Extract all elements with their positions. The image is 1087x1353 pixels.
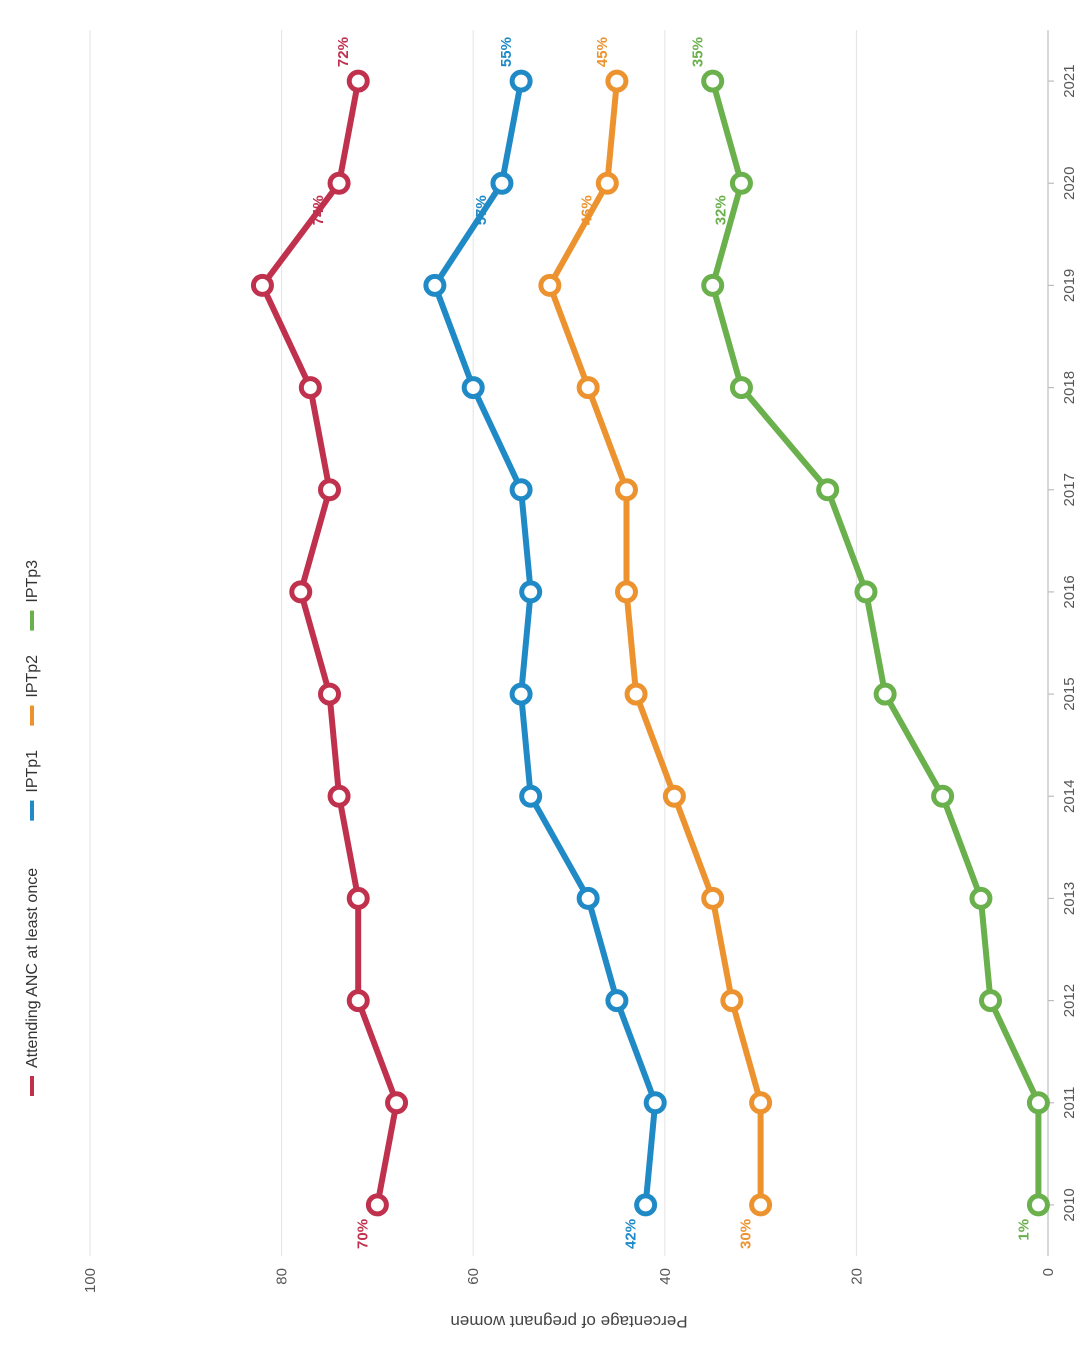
legend-label: IPTp3: [24, 560, 41, 603]
series-line-2: [546, 78, 764, 1208]
series-0-point: [365, 1193, 389, 1217]
series-2-point: [614, 580, 638, 604]
series-3-point: [729, 171, 753, 195]
series-3-point: [701, 273, 725, 297]
series-3-point: [729, 376, 753, 400]
series-3-point: [701, 69, 725, 93]
data-label: 45%: [594, 37, 611, 67]
x-tick-label: 2016: [1061, 575, 1078, 608]
series-0-point: [346, 886, 370, 910]
series-1-point: [490, 171, 514, 195]
series-1-point: [519, 784, 543, 808]
x-tick-label: 2011: [1061, 1087, 1078, 1119]
x-tick-label: 2018: [1061, 371, 1078, 404]
series-1-point: [509, 478, 533, 502]
series-1-point: [423, 273, 447, 297]
series-0-point: [318, 478, 341, 502]
series-layer: [250, 69, 1050, 1217]
series-3-point: [969, 886, 993, 910]
legend-label: Attending ANC at least once: [24, 868, 41, 1068]
data-label: 57%: [473, 195, 490, 225]
series-3-point: [873, 682, 897, 706]
series-2-point: [662, 784, 686, 808]
y-tick-label: 80: [274, 1268, 291, 1285]
series-2-point: [614, 478, 638, 502]
legend: Attending ANC at least once IPTp1 IPTp2 IPT…: [24, 560, 41, 1096]
series-3-point: [816, 478, 840, 502]
series-3-point: [979, 989, 1003, 1013]
gridlines: [89, 30, 857, 1256]
y-tick-label: 60: [465, 1268, 482, 1285]
series-0-point: [298, 376, 322, 400]
data-label: 42%: [623, 1219, 640, 1249]
series-2-point: [576, 376, 600, 400]
series-0-point: [385, 1091, 409, 1115]
series-1-point: [461, 376, 485, 400]
axes: 0 20 40 60 80 100 2010 2011 2012 2013 2014 2015 2016…: [82, 30, 1078, 1293]
series-2-point: [749, 1091, 773, 1115]
data-label: 55%: [498, 37, 515, 67]
series-line-0: [259, 78, 400, 1208]
series-1-point: [634, 1193, 658, 1217]
series-0-point: [318, 682, 341, 706]
series-3-point: [1026, 1091, 1050, 1115]
series-0-point: [289, 580, 313, 604]
x-tick-label: 2020: [1061, 167, 1078, 200]
series-1-point: [605, 989, 629, 1013]
x-tick-label: 2021: [1061, 64, 1078, 97]
series-0-point: [346, 989, 370, 1013]
chart-rotated-group: 0 20 40 60 80 100 2010 2011 2012 2013 2014 2015 2016…: [24, 30, 1078, 1331]
series-1-point: [509, 682, 533, 706]
series-1-point: [643, 1091, 667, 1115]
series-0-point: [250, 273, 274, 297]
series-0-point: [327, 171, 351, 195]
x-tick-label: 2015: [1061, 677, 1078, 710]
x-tick-label: 2017: [1061, 473, 1078, 506]
series-1-point: [519, 580, 543, 604]
series-0-point: [327, 784, 351, 808]
series-2-point: [749, 1193, 773, 1217]
x-tick-label: 2012: [1061, 984, 1078, 1017]
data-label: 35%: [690, 37, 707, 67]
y-tick-label: 0: [1040, 1268, 1057, 1276]
y-tick-label: 100: [82, 1268, 99, 1293]
series-2-point: [538, 273, 562, 297]
series-1-point: [576, 886, 600, 910]
data-label: 70%: [354, 1219, 371, 1249]
x-tick-label: 2019: [1061, 269, 1078, 302]
legend-label: IPTp2: [24, 655, 41, 698]
data-label: 72%: [335, 37, 352, 67]
x-tick-label: 2014: [1061, 780, 1078, 813]
series-2-point: [605, 69, 629, 93]
series-line-1: [431, 78, 659, 1208]
legend-label: IPTp1: [24, 750, 41, 793]
series-3-point: [1026, 1193, 1050, 1217]
series-2-point: [595, 171, 619, 195]
series-line-3: [709, 78, 1042, 1208]
x-tick-label: 2013: [1061, 882, 1078, 915]
y-axis-title: Percentage of pregnant women: [450, 1312, 687, 1331]
series-3-point: [931, 784, 955, 808]
data-label: 1%: [1015, 1219, 1032, 1241]
series-2-point: [720, 989, 744, 1013]
series-0-point: [346, 69, 370, 93]
data-labels: 70% 74% 72% 42% 57% 55% 30% 46% 45% 1% 32% 35%: [310, 37, 1032, 1249]
y-tick-label: 20: [848, 1268, 865, 1285]
data-label: 32%: [712, 195, 729, 225]
series-2-point: [701, 886, 725, 910]
x-tick-label: 2010: [1061, 1188, 1078, 1221]
data-label: 30%: [738, 1219, 755, 1249]
series-3-point: [854, 580, 878, 604]
data-label: 74%: [310, 195, 327, 225]
series-2-point: [624, 682, 648, 706]
series-1-point: [509, 69, 533, 93]
y-tick-label: 40: [657, 1268, 674, 1285]
data-label: 46%: [578, 195, 595, 225]
